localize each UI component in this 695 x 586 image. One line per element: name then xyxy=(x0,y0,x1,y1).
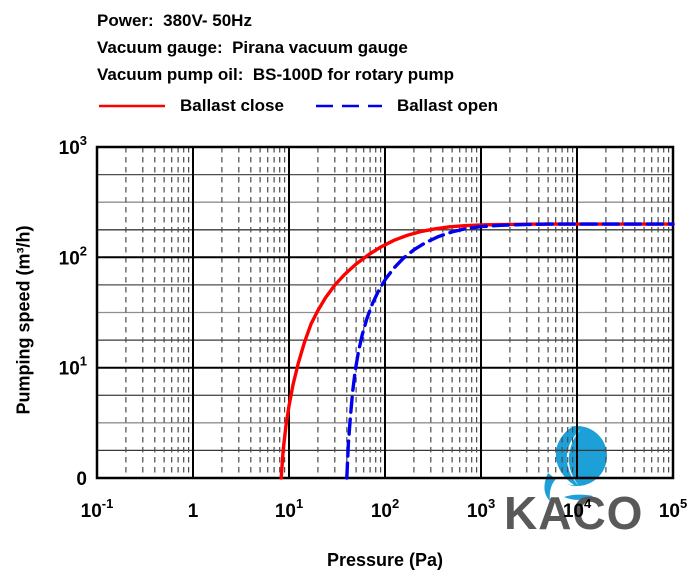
y-tick-label: 101 xyxy=(59,354,87,380)
ballast-close-line-icon xyxy=(99,104,165,108)
spec-vacuum-gauge: Vacuum gauge: Pirana vacuum gauge xyxy=(97,38,408,57)
legend-item-ballast-close: Ballast close xyxy=(97,96,284,116)
x-tick-label: 1 xyxy=(188,501,199,522)
x-tick-label: 10-1 xyxy=(81,496,114,522)
y-tick-label: 102 xyxy=(59,243,87,269)
legend-item-ballast-open: Ballast open xyxy=(314,96,498,116)
spec-pump-oil: Vacuum pump oil: BS-100D for rotary pump xyxy=(97,65,455,84)
y-tick-label: 0 xyxy=(76,469,87,490)
spec-header: Power: 380V- 50Hz Vacuum gauge: Pirana v… xyxy=(97,7,498,117)
legend-label-ballast-open: Ballast open xyxy=(396,96,499,115)
x-tick-label: 105 xyxy=(659,496,687,522)
x-tick-label: 103 xyxy=(467,496,495,522)
kaco-logo-text: KACO xyxy=(504,487,644,539)
ballast-open-line-icon xyxy=(315,104,382,108)
curve-ballast-close xyxy=(279,222,675,480)
x-tick-label: 102 xyxy=(371,496,399,522)
x-axis-title: Pressure (Pa) xyxy=(326,550,444,570)
x-tick-label: 104 xyxy=(563,496,592,522)
chart-legend: Ballast close Ballast open xyxy=(97,95,498,117)
y-axis-title: Pumping speed (m³/h) xyxy=(13,225,34,415)
curve-ballast-open xyxy=(345,222,675,480)
spec-power: Power: 380V- 50Hz xyxy=(97,11,252,30)
y-tick-label: 103 xyxy=(59,133,87,159)
x-tick-label: 101 xyxy=(275,496,303,522)
legend-label-ballast-close: Ballast close xyxy=(180,96,284,115)
plot-frame xyxy=(95,145,675,480)
